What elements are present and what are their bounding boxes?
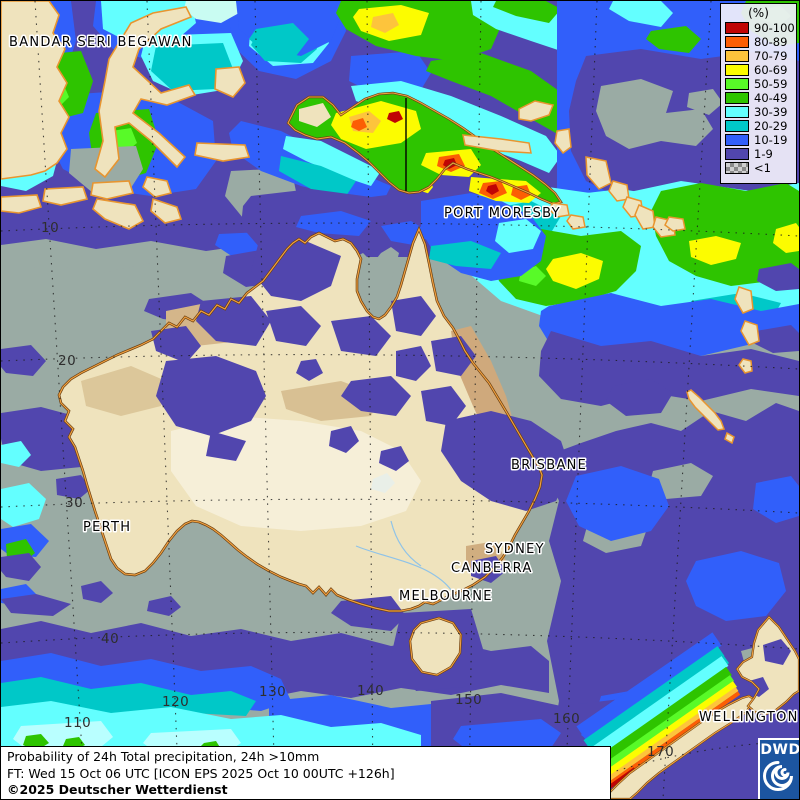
dwd-logo: DWD <box>758 738 800 799</box>
legend-row: 20-29 <box>725 119 796 133</box>
lon-label-130: 130 <box>259 684 286 700</box>
legend-label: 30-39 <box>754 105 788 119</box>
legend-label: <1 <box>754 161 771 175</box>
legend-row: 60-69 <box>725 63 796 77</box>
city-label-melbourne: MELBOURNE <box>399 589 493 604</box>
lon-label-150: 150 <box>455 692 482 708</box>
city-label-wellington: WELLINGTON <box>699 710 799 725</box>
lat-label-10: 10 <box>41 220 59 236</box>
lon-label-120: 120 <box>162 694 189 710</box>
legend-label: 70-79 <box>754 49 788 63</box>
lat-label-20: 20 <box>58 353 76 369</box>
caption-line-forecast-time: FT: Wed 15 Oct 06 UTC [ICON EPS 2025 Oct… <box>7 765 395 781</box>
new-zealand <box>576 615 799 799</box>
legend-label: 80-89 <box>754 35 788 49</box>
legend-row: 30-39 <box>725 105 796 119</box>
city-label-sydney: SYDNEY <box>485 542 545 557</box>
caption-line-copyright: ©2025 Deutscher Wetterdienst <box>7 782 228 797</box>
legend-swatch-1-9 <box>725 148 749 160</box>
lat-label-30: 30 <box>65 495 83 511</box>
legend-row: 1-9 <box>725 147 796 161</box>
legend-label: 20-29 <box>754 119 788 133</box>
lon-label-110: 110 <box>64 715 91 731</box>
city-label-port-moresby: PORT MORESBY <box>444 206 561 221</box>
legend-swatch-60-69 <box>725 64 749 76</box>
legend-swatch-30-39 <box>725 106 749 118</box>
legend-swatch-40-49 <box>725 92 749 104</box>
legend-label: 10-19 <box>754 133 788 147</box>
legend-row: 80-89 <box>725 35 796 49</box>
legend-swatch-70-79 <box>725 50 749 62</box>
legend-panel: (%) 90-100 80-89 70-79 60-69 50-59 40-49… <box>720 3 797 184</box>
legend-swatch-lt1 <box>725 162 749 174</box>
landmasses <box>1 1 760 691</box>
legend-row: 70-79 <box>725 49 796 63</box>
grid-labels: 10 20 30 40 110 120 130 140 150 160 170 <box>41 220 674 760</box>
city-label-perth: PERTH <box>83 520 131 535</box>
legend-row: 10-19 <box>725 133 796 147</box>
legend-title: (%) <box>748 6 769 20</box>
city-label-bandar-seri-begawan: BANDAR SERI BEGAWAN <box>9 35 193 50</box>
legend-swatch-10-19 <box>725 134 749 146</box>
city-label-canberra: CANBERRA <box>451 561 533 576</box>
legend-label: 50-59 <box>754 77 788 91</box>
legend-row: 50-59 <box>725 77 796 91</box>
legend-label: 40-49 <box>754 91 788 105</box>
legend-swatch-50-59 <box>725 78 749 90</box>
legend-label: 60-69 <box>754 63 788 77</box>
dwd-spiral-icon <box>763 761 793 791</box>
lon-label-160: 160 <box>553 711 580 727</box>
lon-label-140: 140 <box>357 683 384 699</box>
legend-label: 90-100 <box>754 21 795 35</box>
lon-label-170: 170 <box>647 744 674 760</box>
dwd-logo-text: DWD <box>760 742 800 758</box>
legend-swatch-90-100 <box>725 22 749 34</box>
legend-swatch-20-29 <box>725 120 749 132</box>
city-label-brisbane: BRISBANE <box>511 458 587 473</box>
legend-row: <1 <box>725 161 796 175</box>
caption-bar: Probability of 24h Total precipitation, … <box>1 746 611 799</box>
caption-line-product: Probability of 24h Total precipitation, … <box>7 749 320 764</box>
legend-row: 40-49 <box>725 91 796 105</box>
legend-label: 1-9 <box>754 147 773 161</box>
lat-label-40: 40 <box>101 631 119 647</box>
legend-row: 90-100 <box>725 21 796 35</box>
legend-swatch-80-89 <box>725 36 749 48</box>
city-labels: BANDAR SERI BEGAWAN PORT MORESBY BRISBAN… <box>8 34 799 727</box>
